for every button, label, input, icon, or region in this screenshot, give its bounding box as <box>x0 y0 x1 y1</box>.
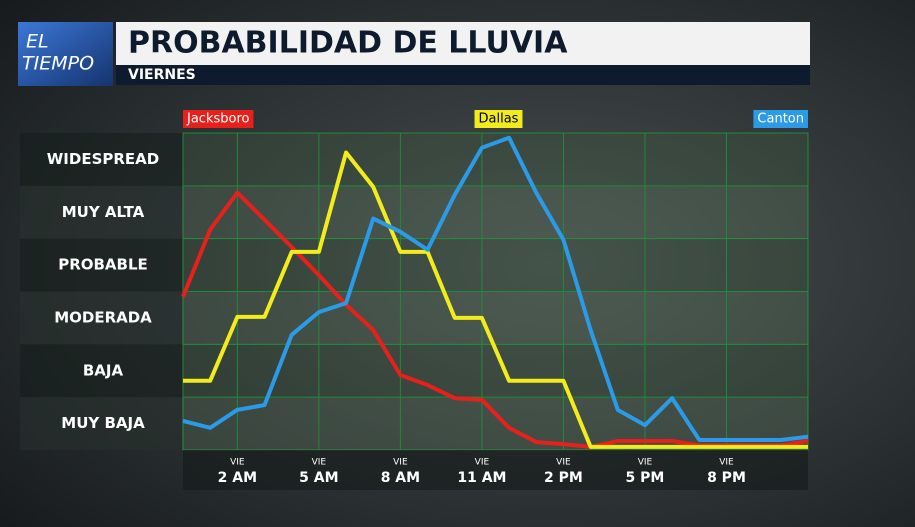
row-band <box>20 291 808 345</box>
x-tick-day: VIE <box>312 458 327 468</box>
legend-swatch <box>753 110 808 128</box>
x-tick-label: 8 AM <box>381 470 420 486</box>
x-tick-day: VIE <box>719 458 734 468</box>
logo-text: TIEMPO <box>22 53 94 75</box>
x-tick-day: VIE <box>556 458 571 468</box>
logo-text: EL <box>26 31 49 53</box>
x-tick-label: 2 AM <box>218 470 257 486</box>
y-tick-label: PROBABLE <box>58 256 148 274</box>
x-tick-day: VIE <box>393 458 408 468</box>
legend-label: Dallas <box>479 112 519 127</box>
y-tick-label: WIDESPREAD <box>47 150 159 168</box>
y-tick-label: MUY ALTA <box>62 203 145 221</box>
legend-label: Canton <box>757 112 804 127</box>
series-line <box>183 150 808 449</box>
legend-swatch <box>183 110 254 128</box>
x-tick-label: 11 AM <box>457 470 506 486</box>
y-tick-label: MUY BAJA <box>61 414 145 432</box>
logo-box <box>18 22 113 86</box>
legend-swatch <box>474 110 523 128</box>
subtitle-box <box>116 65 810 85</box>
x-tick-day: VIE <box>475 458 490 468</box>
x-tick-day: VIE <box>230 458 245 468</box>
y-tick-label: BAJA <box>83 361 124 379</box>
chart-title: PROBABILIDAD DE LLUVIA <box>128 26 568 61</box>
x-tick-label: 5 AM <box>299 470 338 486</box>
row-band <box>20 185 808 239</box>
series-line <box>182 135 809 442</box>
x-tick-label: 8 PM <box>707 470 746 486</box>
title-box <box>116 22 810 65</box>
x-tick-label: 2 PM <box>544 470 583 486</box>
x-tick-label: 5 PM <box>626 470 665 486</box>
x-axis-band <box>183 450 808 490</box>
chart-subtitle: VIERNES <box>128 67 196 83</box>
y-tick-label: MODERADA <box>54 308 152 326</box>
legend-label: Jacksboro <box>186 112 250 127</box>
label-column <box>20 133 183 450</box>
x-tick-day: VIE <box>638 458 653 468</box>
